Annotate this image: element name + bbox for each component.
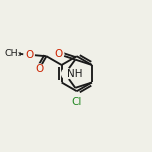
Circle shape	[72, 97, 82, 107]
Text: O: O	[55, 49, 63, 59]
Text: O: O	[35, 64, 43, 74]
Text: CH₃: CH₃	[5, 49, 22, 58]
Circle shape	[62, 69, 72, 79]
Circle shape	[54, 49, 64, 59]
Circle shape	[34, 64, 44, 74]
Text: Cl: Cl	[72, 97, 82, 107]
Text: NH: NH	[67, 69, 82, 79]
Text: O: O	[25, 50, 33, 60]
Circle shape	[24, 50, 34, 60]
Circle shape	[8, 48, 19, 59]
